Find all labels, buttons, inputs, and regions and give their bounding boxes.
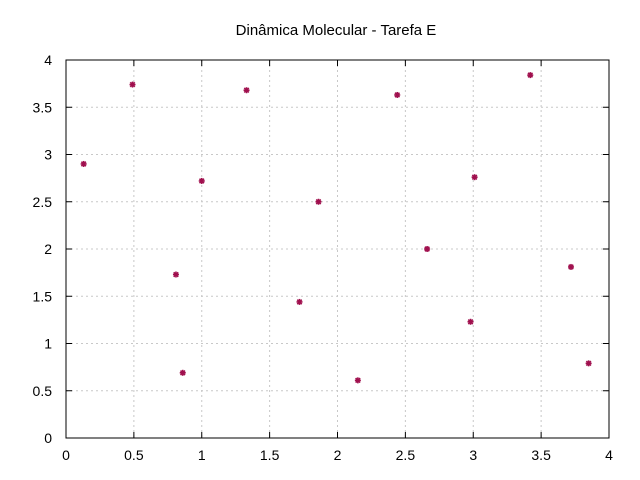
x-tick-label: 1 — [198, 447, 206, 463]
y-tick-label: 4 — [44, 52, 52, 68]
y-tick-label: 0.5 — [33, 383, 53, 399]
chart-title: Dinâmica Molecular - Tarefa E — [236, 22, 437, 39]
x-axis-tick-labels: 0 0.5 1 1.5 2 2.5 3 3.5 4 — [62, 447, 613, 463]
x-tick-label: 0 — [62, 447, 70, 463]
y-tick-label: 3 — [44, 147, 52, 163]
x-tick-label: 1.5 — [260, 447, 280, 463]
data-point — [471, 174, 478, 181]
x-tick-label: 3.5 — [531, 447, 551, 463]
data-point — [467, 318, 474, 325]
y-tick-label: 2.5 — [33, 194, 53, 210]
x-tick-label: 2.5 — [396, 447, 416, 463]
x-tick-label: 2 — [334, 447, 342, 463]
data-points — [80, 72, 592, 384]
y-tick-label: 1 — [44, 336, 52, 352]
y-tick-label: 1.5 — [33, 288, 53, 304]
data-point — [243, 87, 250, 94]
x-tick-label: 0.5 — [124, 447, 144, 463]
data-point — [129, 81, 136, 88]
data-point — [527, 72, 534, 79]
data-point — [179, 369, 186, 376]
data-point — [198, 177, 205, 184]
data-point — [296, 298, 303, 305]
data-point — [585, 360, 592, 367]
data-point — [567, 263, 574, 270]
y-tick-label: 3.5 — [33, 99, 53, 115]
data-point — [424, 246, 431, 252]
data-point — [394, 91, 401, 98]
y-tick-label: 0 — [44, 430, 52, 446]
grid-lines — [66, 60, 609, 438]
data-point — [315, 198, 322, 205]
x-tick-label: 3 — [469, 447, 477, 463]
plot-frame — [65, 59, 610, 439]
y-tick-label: 2 — [44, 241, 52, 257]
data-point — [172, 271, 179, 278]
y-axis-tick-labels: 0 0.5 1 1.5 2 2.5 3 3.5 4 — [33, 52, 53, 446]
data-point — [80, 160, 87, 167]
data-point — [354, 377, 361, 384]
x-tick-label: 4 — [605, 447, 613, 463]
